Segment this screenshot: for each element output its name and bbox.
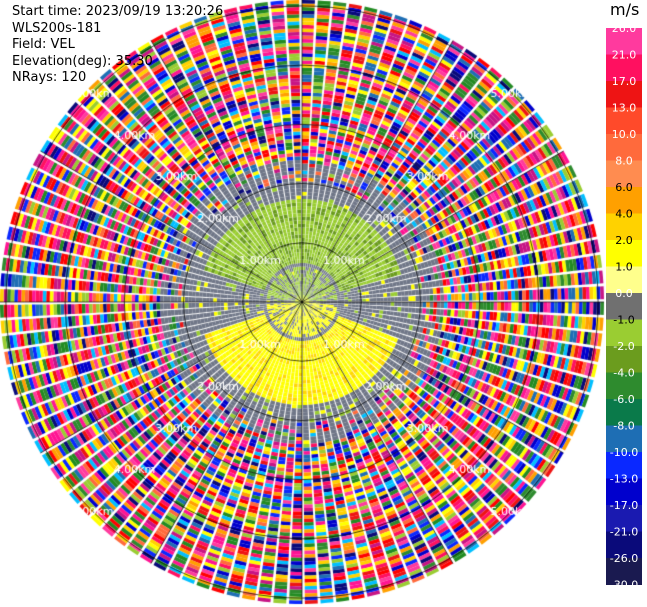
colorbar-tick-label: 4.0: [615, 208, 633, 221]
colorbar-tick-label: -6.0: [613, 393, 634, 406]
colorbar-tick-label: 8.0: [615, 155, 633, 168]
colorbar-swatch: [606, 505, 642, 532]
colorbar-swatch: [606, 319, 642, 347]
field-label: Field: VEL: [12, 37, 75, 52]
colorbar-swatch: [606, 28, 642, 55]
colorbar-tick-label: -1.0: [613, 314, 634, 327]
nrays-label: NRays: 120: [12, 70, 87, 85]
colorbar: 26.0 21.0 17.0 13.0 10.0 8.0 6.0 4.0 2.0 1.0 0.0 -1…: [606, 22, 642, 592]
colorbar-swatch: [606, 346, 642, 373]
colorbar-swatch: [606, 478, 642, 506]
colorbar-swatch: [606, 107, 642, 135]
colorbar-tick-label: -17.0: [610, 499, 638, 512]
elevation-label: Elevation(deg): 35.30: [12, 53, 153, 69]
colorbar-unit: m/s: [610, 0, 640, 19]
colorbar-swatch: [606, 399, 642, 426]
colorbar-swatch: [606, 452, 642, 479]
colorbar-swatch: [606, 160, 642, 188]
colorbar-tick-label: 2.0: [615, 234, 633, 247]
colorbar-tick-label: -2.0: [613, 340, 634, 353]
colorbar-tick-label: 26.0: [612, 22, 637, 35]
colorbar-swatch: [606, 531, 642, 559]
colorbar-tick-label: 10.0: [612, 128, 637, 141]
site-label: WLS200s-181: [12, 20, 102, 36]
colorbar-swatch: [606, 54, 642, 82]
colorbar-tick-label: 6.0: [615, 181, 633, 194]
colorbar-swatch: [606, 134, 642, 161]
colorbar-tick-label: -30.0: [610, 579, 638, 592]
colorbar-tick-label: -21.0: [610, 526, 638, 539]
colorbar-swatch: [606, 372, 642, 400]
start-time-label: Start time: 2023/09/19 13:20:26: [12, 4, 224, 19]
colorbar-tick-label: -26.0: [610, 552, 638, 565]
colorbar-tick-label: 0.0: [615, 287, 633, 300]
colorbar-tick-label: -10.0: [610, 446, 638, 459]
colorbar-tick-label: 17.0: [612, 75, 637, 88]
colorbar-swatch: [606, 81, 642, 108]
colorbar-swatch: [606, 240, 642, 267]
colorbar-tick-label: -13.0: [610, 473, 638, 486]
colorbar-tick-label: 13.0: [612, 102, 637, 115]
colorbar-swatch: [606, 213, 642, 241]
colorbar-swatch: [606, 266, 642, 294]
colorbar-tick-label: -8.0: [613, 420, 634, 433]
colorbar-tick-label: -4.0: [613, 367, 634, 380]
scan-info: Start time: 2023/09/19 13:20:26 WLS200s-…: [12, 4, 223, 87]
colorbar-tick-label: 1.0: [615, 261, 633, 274]
colorbar-swatch: [606, 425, 642, 453]
colorbar-swatch: [606, 187, 642, 214]
colorbar-swatch: [606, 293, 642, 320]
ppi-velocity-plot: [0, 0, 606, 607]
colorbar-swatch: [606, 558, 642, 585]
colorbar-tick-label: 21.0: [612, 49, 637, 62]
